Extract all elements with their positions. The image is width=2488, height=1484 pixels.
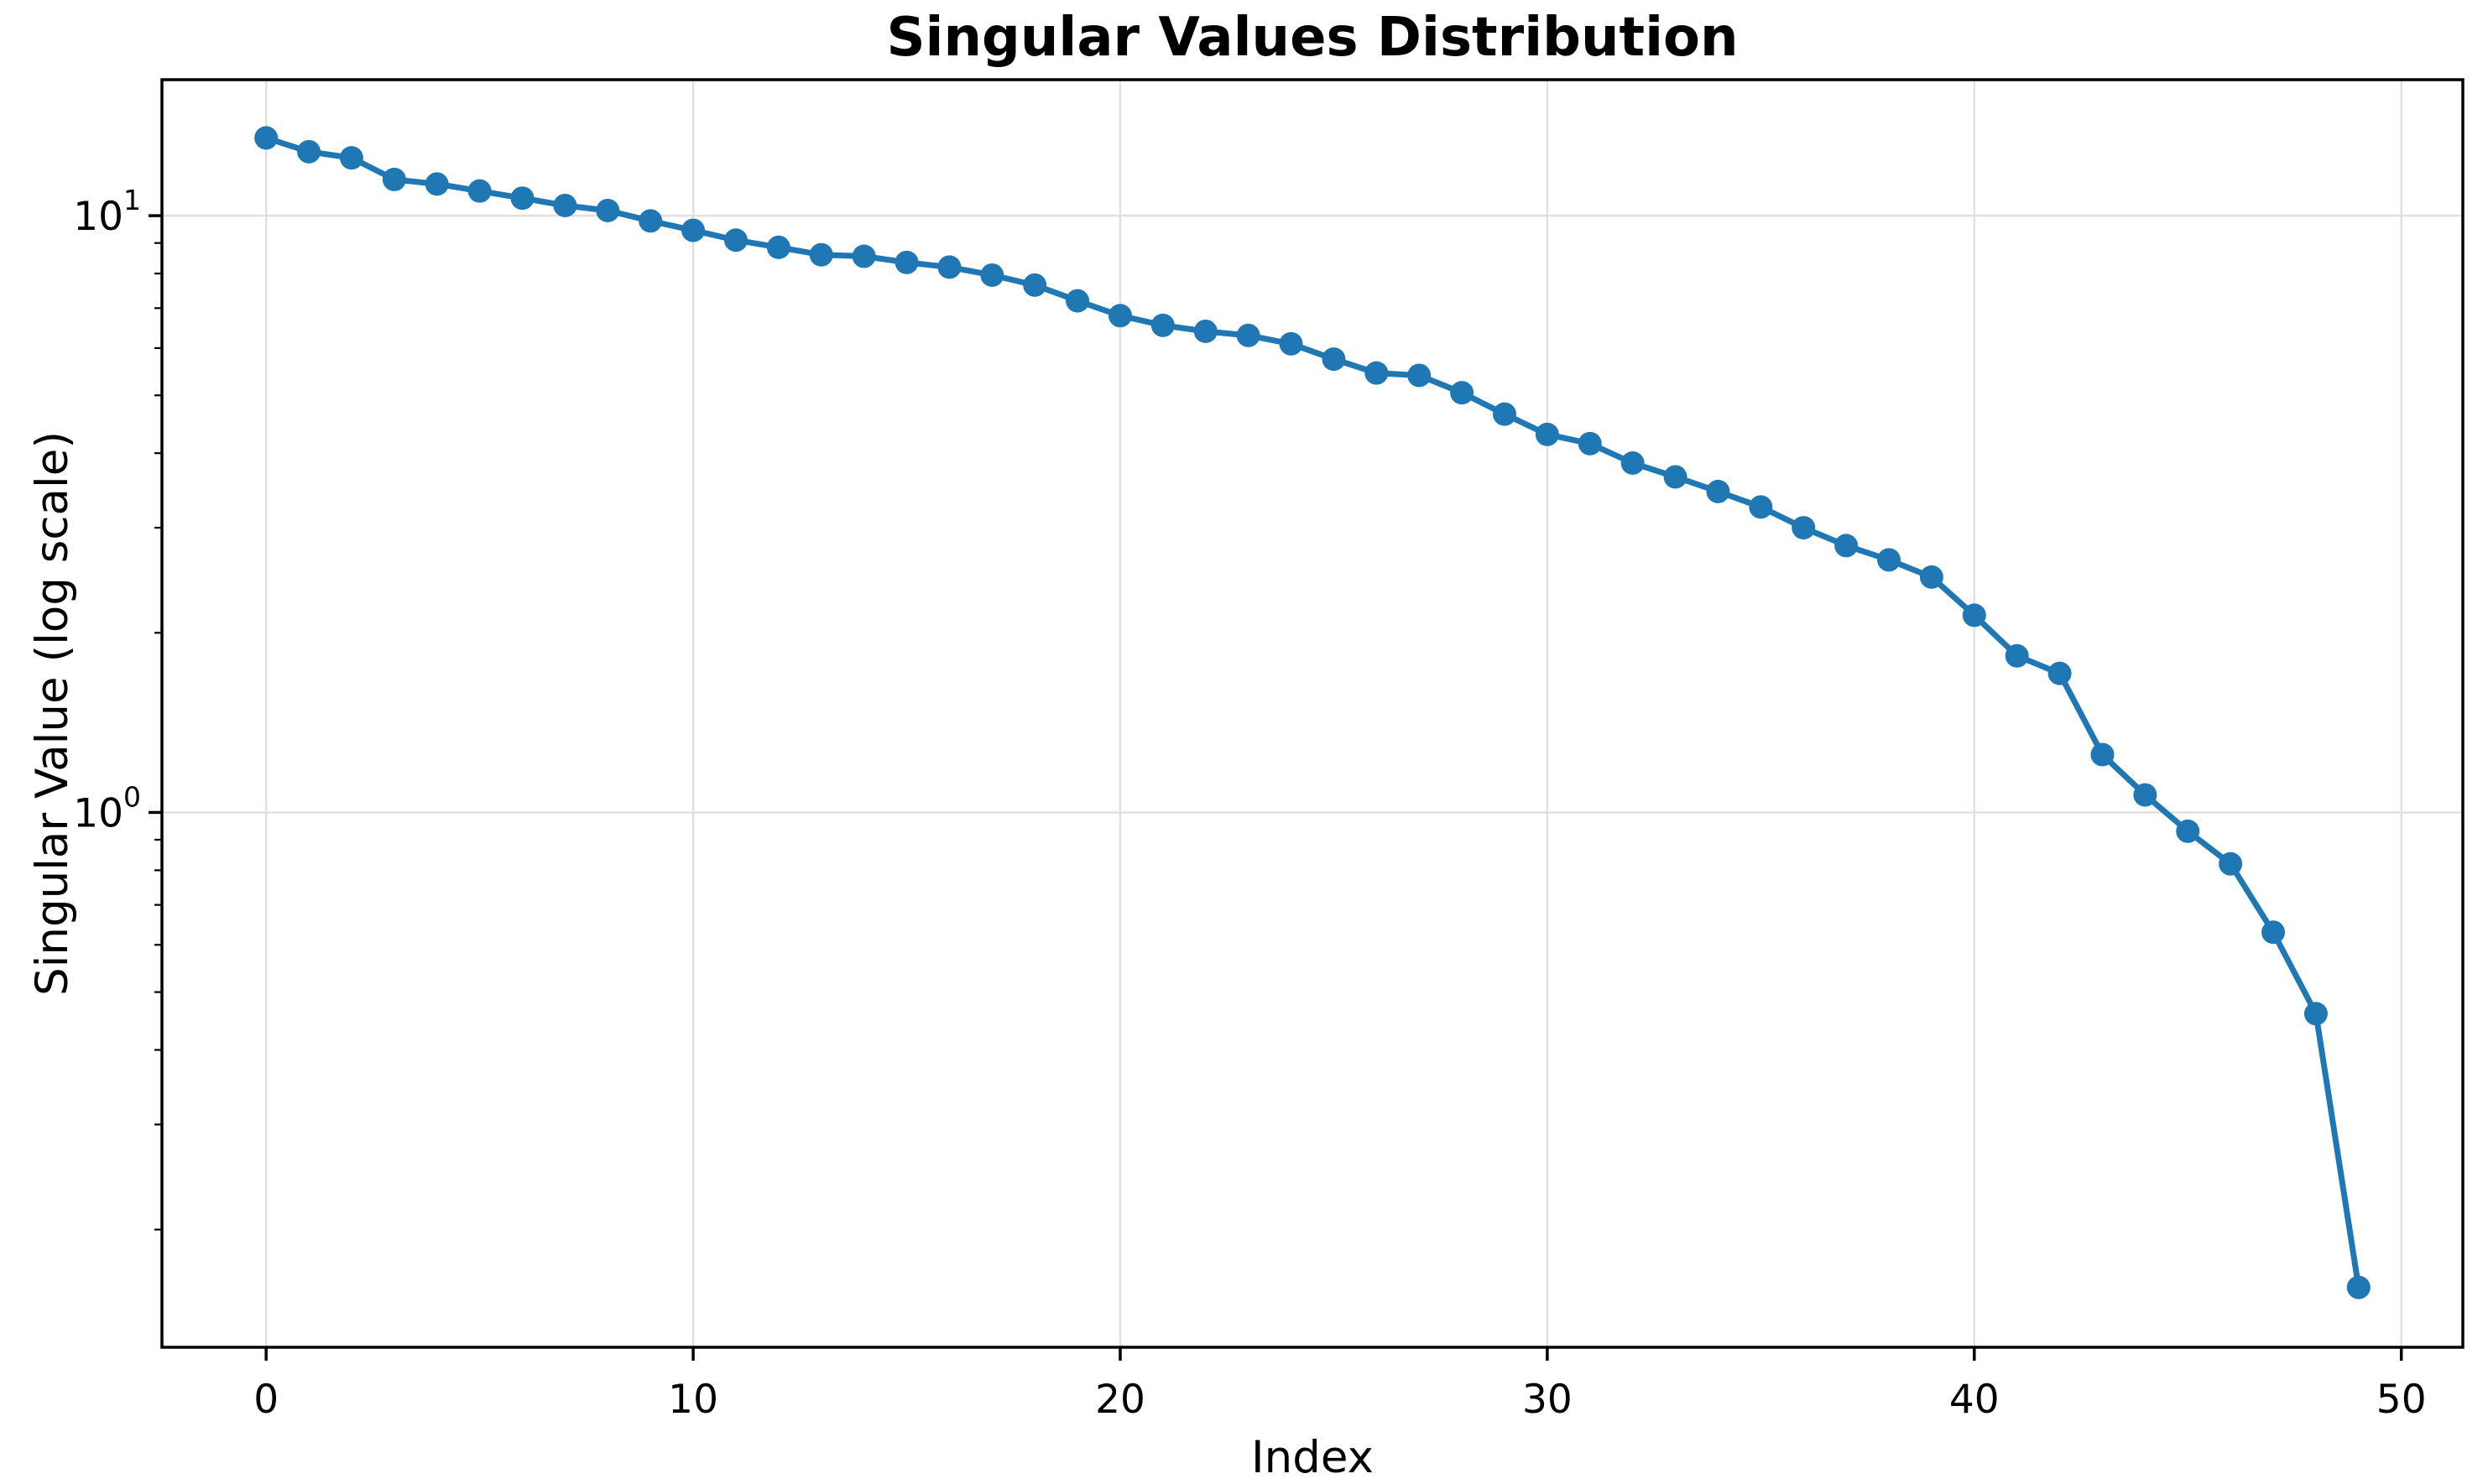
data-point-marker xyxy=(1108,304,1132,328)
data-point-marker xyxy=(254,126,279,150)
data-point-marker xyxy=(1834,534,1859,558)
data-point-marker xyxy=(1877,548,1901,572)
data-point-marker xyxy=(980,263,1004,287)
data-point-marker xyxy=(2261,920,2286,945)
y-axis-label: Singular Value (log scale) xyxy=(27,431,78,996)
data-point-marker xyxy=(895,250,919,274)
data-point-marker xyxy=(1450,381,1474,405)
data-point-marker xyxy=(1919,565,1943,589)
chart-title: Singular Values Distribution xyxy=(886,7,1738,69)
data-point-marker xyxy=(681,218,706,242)
plot-spines xyxy=(160,78,2465,1349)
plot-border xyxy=(160,78,2465,1349)
data-point-marker xyxy=(2303,1002,2328,1026)
data-point-marker xyxy=(2047,661,2072,685)
y-tick-label: 100 xyxy=(73,780,141,836)
data-point-marker xyxy=(1578,431,1602,456)
data-point-marker xyxy=(1706,479,1730,503)
x-tick-label: 20 xyxy=(1095,1377,1145,1423)
data-point-marker xyxy=(2005,643,2029,668)
data-point-marker xyxy=(1962,603,1986,627)
data-point-marker xyxy=(852,244,876,268)
data-point-marker xyxy=(1535,422,1559,446)
data-point-marker xyxy=(809,242,833,267)
data-point-marker xyxy=(1620,450,1645,475)
data-point-marker xyxy=(766,235,790,259)
x-tick-label: 0 xyxy=(253,1377,279,1423)
data-point-marker xyxy=(1663,465,1687,489)
data-point-marker xyxy=(382,167,406,191)
y-tick-label: 101 xyxy=(73,184,141,240)
data-point-marker xyxy=(1792,516,1816,540)
data-point-marker xyxy=(937,255,962,279)
data-point-marker xyxy=(297,139,321,164)
data-point-marker xyxy=(553,193,577,217)
data-point-marker xyxy=(639,209,663,233)
data-point-marker xyxy=(2090,742,2115,767)
data-point-marker xyxy=(339,146,363,170)
grid-lines xyxy=(162,80,2463,1347)
data-point-marker xyxy=(1236,323,1260,347)
data-point-marker xyxy=(1150,313,1175,337)
data-point-marker xyxy=(467,179,492,203)
x-tick-label: 40 xyxy=(1949,1377,2000,1423)
data-point-marker xyxy=(2133,783,2157,807)
singular-values-line xyxy=(263,134,2362,1291)
data-point-marker xyxy=(1279,331,1303,356)
x-axis-label: Index xyxy=(1251,1432,1374,1483)
x-tick-label: 30 xyxy=(1522,1377,1573,1423)
data-point-marker xyxy=(1023,273,1047,297)
tick-labels: 0 10 20 30 40 50 100 101 xyxy=(73,184,2426,1423)
data-series xyxy=(254,126,2371,1299)
data-point-marker xyxy=(2176,819,2200,843)
x-tick-label: 10 xyxy=(668,1377,718,1423)
data-point-marker xyxy=(1364,361,1389,385)
data-point-marker xyxy=(1322,347,1346,372)
data-point-marker xyxy=(1407,363,1432,388)
axis-ticks xyxy=(149,214,2403,1361)
data-point-marker xyxy=(2219,851,2243,876)
x-tick-label: 50 xyxy=(2376,1377,2427,1423)
data-point-marker xyxy=(2346,1275,2371,1299)
data-point-marker xyxy=(1493,402,1517,426)
data-point-marker xyxy=(510,186,535,211)
data-point-marker xyxy=(596,198,620,222)
data-point-marker xyxy=(1749,495,1773,519)
data-point-marker xyxy=(1193,319,1218,343)
data-point-marker xyxy=(425,172,449,196)
data-point-marker xyxy=(1066,289,1090,313)
data-point-marker xyxy=(723,228,748,253)
